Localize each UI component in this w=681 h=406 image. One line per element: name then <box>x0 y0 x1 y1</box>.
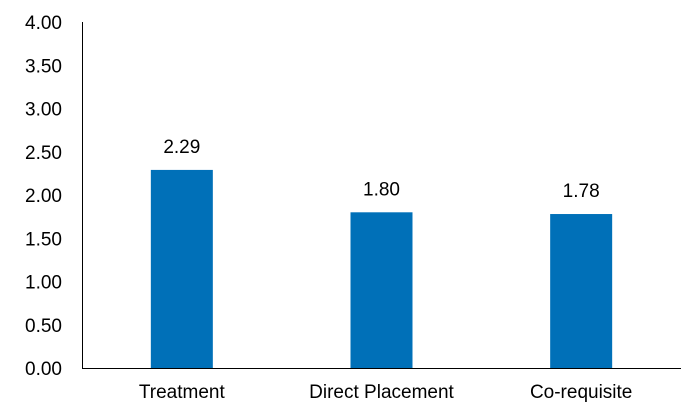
bar <box>350 212 413 368</box>
data-labels-group: 2.29 1.80 1.78 <box>163 137 599 202</box>
y-tick-label: 2.50 <box>25 143 62 164</box>
bar-data-label: 2.29 <box>163 137 200 158</box>
category-label: Treatment <box>139 382 226 403</box>
bar-data-label: 1.78 <box>563 181 600 202</box>
bar-data-label: 1.80 <box>363 179 400 200</box>
y-tick-label: 1.00 <box>25 273 62 294</box>
category-labels-group: Treatment Direct Placement Co-requisite <box>139 382 632 403</box>
y-tick-label: 0.50 <box>25 316 62 337</box>
y-tick-label: 4.00 <box>25 13 62 34</box>
y-tick-label: 3.50 <box>25 56 62 77</box>
y-tick-label: 0.00 <box>25 359 62 380</box>
category-label: Direct Placement <box>309 382 454 403</box>
y-axis-ticks: 0.00 0.50 1.00 1.50 2.00 2.50 3.00 3.50 4.00 <box>25 13 62 380</box>
y-tick-label: 2.00 <box>25 186 62 207</box>
bar <box>150 169 213 368</box>
bars-group <box>150 169 613 368</box>
category-label: Co-requisite <box>530 382 632 403</box>
y-tick-label: 3.00 <box>25 100 62 121</box>
y-tick-label: 1.50 <box>25 229 62 250</box>
bar <box>550 214 613 368</box>
